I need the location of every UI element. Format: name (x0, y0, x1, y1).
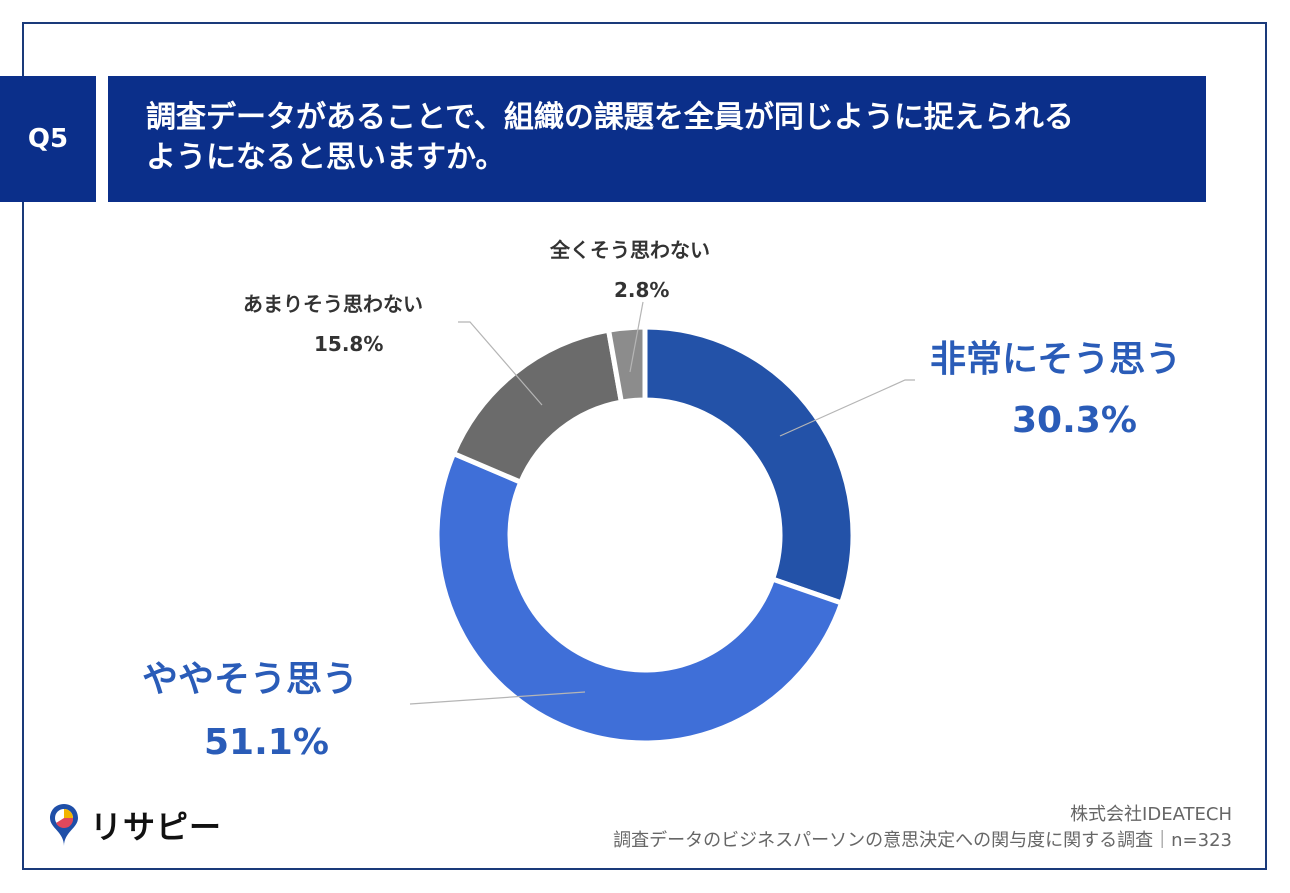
value-not-much: 15.8% (314, 332, 384, 356)
leader-line-not-at-all (629, 301, 644, 373)
leader-line-somewhat (409, 691, 586, 705)
leader-lines (409, 301, 915, 705)
question-title: 調査データがあることで、組織の課題を全員が同じように捉えられる ようになると思い… (108, 76, 1206, 202)
value-very-much: 30.3% (1012, 400, 1137, 441)
slice-very-much (642, 324, 856, 607)
question-title-line-2: ようになると思いますか。 (146, 140, 506, 175)
label-not-much: あまりそう思わない (243, 292, 423, 316)
pin-icon (50, 804, 78, 846)
brand-name: リサピー (90, 808, 223, 846)
slice-not-at-all (605, 324, 648, 405)
question-title-line-1: 調査データがあることで、組織の課題を全員が同じように捉えられる (146, 100, 1074, 135)
brand-logo: リサピー (48, 802, 222, 848)
survey-note: 調査データのビジネスパーソンの意思決定への関与度に関する調査｜n=323 (613, 830, 1232, 851)
slice-somewhat (434, 450, 845, 746)
value-not-at-all: 2.8% (614, 278, 670, 302)
donut-slices (434, 324, 856, 746)
leader-line-very-much (779, 379, 915, 437)
label-very-much: 非常にそう思う (930, 339, 1182, 380)
label-not-at-all: 全くそう思わない (550, 238, 710, 262)
company-credit: 株式会社IDEATECH (1070, 804, 1232, 825)
question-number: Q5 (27, 124, 69, 154)
leader-line-not-much (458, 321, 543, 406)
slice-not-much (450, 327, 625, 486)
value-somewhat: 51.1% (204, 722, 329, 763)
label-somewhat: ややそう思う (142, 659, 359, 700)
question-number-badge: Q5 (0, 76, 96, 202)
